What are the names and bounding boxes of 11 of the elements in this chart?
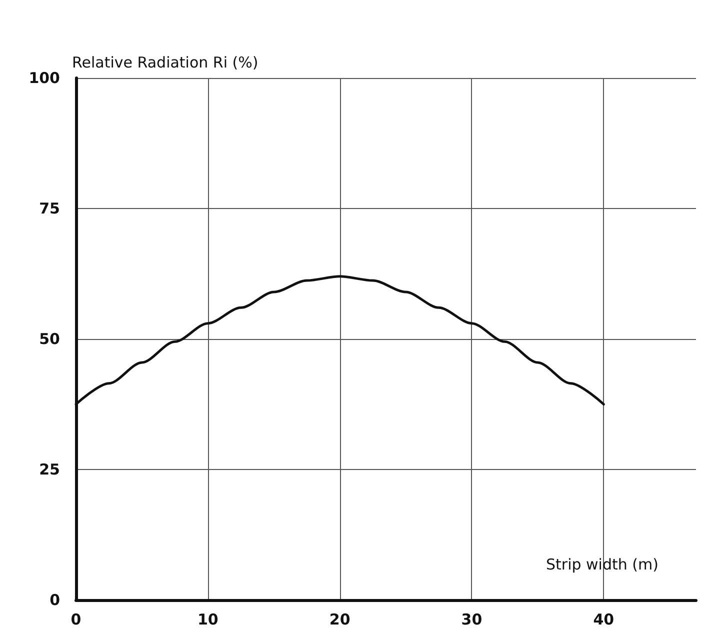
x-tick-label: 0 [70, 610, 82, 628]
y-tick-label: 50 [39, 330, 60, 348]
y-tick-label: 75 [39, 200, 60, 218]
y-tick-label: 25 [39, 460, 60, 478]
x-tick-label: 10 [197, 610, 218, 628]
x-tick-label: 40 [593, 610, 614, 628]
y-tick-label: 100 [28, 69, 60, 87]
y-tick-label: 0 [50, 591, 60, 609]
x-tick-label: 20 [329, 610, 350, 628]
y-axis-title: Relative Radiation Ri (%) [72, 54, 258, 72]
x-tick-label: 30 [461, 610, 482, 628]
